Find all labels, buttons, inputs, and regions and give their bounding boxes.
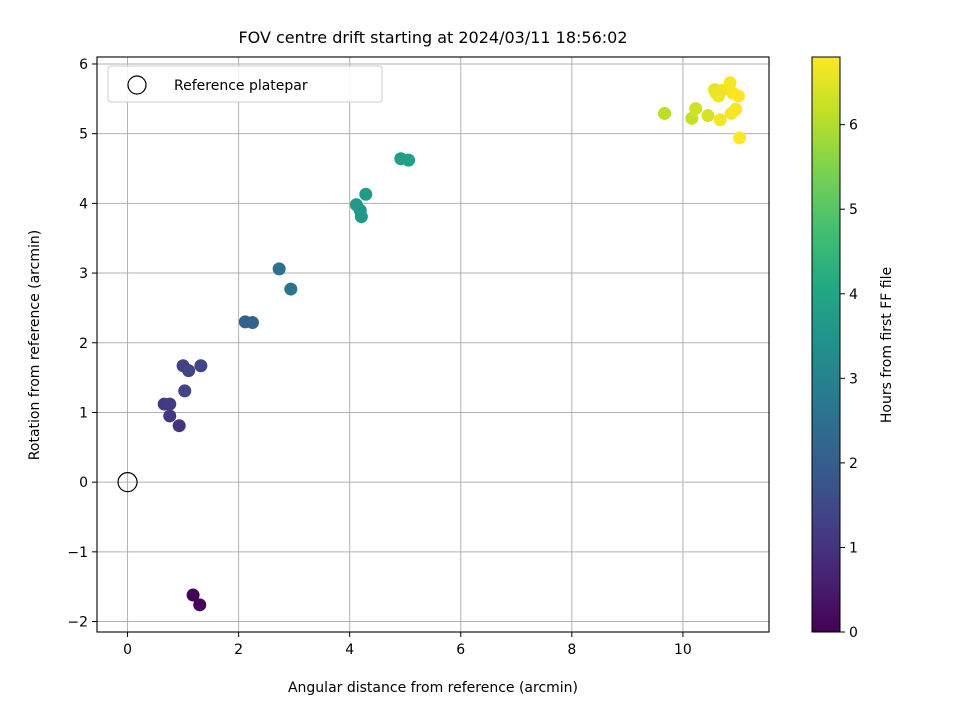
- legend-marker-icon: [127, 75, 147, 95]
- colorbar-tick-label: 3: [849, 371, 858, 387]
- data-point: [284, 282, 298, 296]
- legend: Reference platepar: [107, 65, 383, 103]
- colorbar-tick-label: 0: [849, 625, 858, 641]
- y-axis-ticks: −2 −1 0 1 2 3 4 5 6: [67, 57, 97, 631]
- colorbar-tick-label: 5: [849, 202, 858, 218]
- data-point: [731, 89, 745, 103]
- data-point: [246, 316, 260, 330]
- data-point: [685, 111, 699, 125]
- grid: [97, 57, 769, 632]
- data-point: [729, 102, 743, 116]
- data-point: [701, 109, 715, 123]
- data-point: [178, 384, 192, 398]
- data-point: [402, 153, 416, 167]
- reference-marker-group: [117, 472, 138, 493]
- colorbar: 0 1 2 3 4 5 6 Hours from first FF file: [811, 56, 895, 641]
- data-point: [713, 113, 727, 127]
- data-point: [354, 210, 368, 224]
- legend-entry-reference: Reference platepar: [174, 78, 308, 94]
- y-tick-label: 5: [79, 127, 88, 143]
- y-tick-label: 3: [79, 266, 88, 282]
- chart-title: FOV centre drift starting at 2024/03/11 …: [238, 28, 627, 47]
- data-points: [157, 76, 747, 612]
- y-tick-label: −1: [67, 545, 88, 561]
- x-tick-label: 10: [674, 642, 692, 658]
- y-axis-label: Rotation from reference (arcmin): [27, 230, 43, 460]
- data-point: [172, 419, 186, 433]
- colorbar-gradient: [811, 56, 841, 633]
- data-point: [182, 364, 196, 378]
- colorbar-tick-label: 4: [849, 287, 858, 303]
- y-tick-label: 2: [79, 336, 88, 352]
- x-axis-label: Angular distance from reference (arcmin): [288, 680, 578, 696]
- data-point: [193, 598, 207, 612]
- data-point: [359, 187, 373, 201]
- y-tick-label: 0: [79, 475, 88, 491]
- data-point: [186, 588, 200, 602]
- reference-marker: [117, 472, 138, 493]
- plot-frame: [96, 56, 770, 633]
- colorbar-tick-label: 6: [849, 118, 858, 134]
- data-point: [194, 359, 208, 373]
- colorbar-tick-label: 2: [849, 456, 858, 472]
- x-tick-label: 0: [123, 642, 132, 658]
- data-point: [689, 102, 703, 116]
- y-tick-label: 1: [79, 405, 88, 421]
- x-tick-label: 6: [456, 642, 465, 658]
- colorbar-label: Hours from first FF file: [879, 267, 895, 423]
- data-point: [715, 83, 729, 97]
- colorbar-ticks: 0 1 2 3 4 5 6: [840, 118, 858, 641]
- data-point: [163, 409, 177, 423]
- data-point: [658, 106, 672, 120]
- y-tick-label: 6: [79, 57, 88, 73]
- x-tick-label: 8: [567, 642, 576, 658]
- colorbar-tick-label: 1: [849, 540, 858, 556]
- data-point: [272, 262, 286, 276]
- x-tick-label: 2: [234, 642, 243, 658]
- data-point: [723, 76, 737, 90]
- y-tick-label: 4: [79, 196, 88, 212]
- data-point: [163, 397, 177, 411]
- x-tick-label: 4: [345, 642, 354, 658]
- y-tick-label: −2: [67, 615, 88, 631]
- legend-box: [107, 65, 383, 103]
- data-point: [733, 131, 747, 145]
- x-axis-ticks: 0 2 4 6 8 10: [123, 632, 692, 658]
